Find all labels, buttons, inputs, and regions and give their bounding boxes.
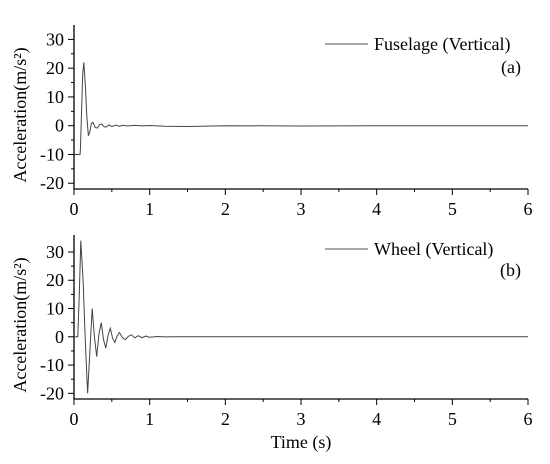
panel-1-xtick-label: 4 [372,199,381,219]
panel-1-series-line [74,62,528,155]
panel-1-ytick-label: -10 [40,144,64,164]
panel-2-xtick-label: 0 [70,409,79,429]
panel-2-y-axis-label: Acceleration(m/s²) [10,257,31,392]
panel-1-xtick-label: 1 [145,199,154,219]
panel-2-axes [73,235,528,400]
panel-2-ytick-label: 10 [46,299,64,319]
panel-2-xtick-label: 1 [145,409,154,429]
panel-1-ytick-label: 20 [46,58,64,78]
panel-2-x-axis-label: Time (s) [271,432,332,453]
panel-2-xtick-label: 2 [221,409,230,429]
panel-1-y-axis-label: Acceleration(m/s²) [10,47,31,182]
panel-2-xtick-label: 6 [524,409,533,429]
panel-2-ytick-label: 20 [46,270,64,290]
panel-1-ytick-label: 10 [46,87,64,107]
panel-2-ytick-label: -20 [40,383,64,403]
panel-1-xtick-label: 6 [524,199,533,219]
panel-2-label: (b) [500,260,521,281]
panel-2-series-line [74,240,528,394]
panel-2-xtick-label: 4 [372,409,381,429]
panel-1-ytick-label: 30 [46,29,64,49]
panel-2-legend-label: Wheel (Vertical) [374,239,493,260]
panel-1-ytick-label: 0 [55,116,64,136]
panel-2-ytick-label: 0 [55,327,64,347]
panel-1-ytick-label: -20 [40,173,64,193]
panel-1-xtick-label: 5 [448,199,457,219]
panel-2-xtick-label: 5 [448,409,457,429]
panel-1-xtick-label: 2 [221,199,230,219]
panel-2-ytick-label: -10 [40,355,64,375]
panel-2-ytick-label: 30 [46,242,64,262]
panel-1-legend-label: Fuselage (Vertical) [374,34,510,55]
panel-2-xtick-label: 3 [297,409,306,429]
panel-1-xtick-label: 0 [70,199,79,219]
panel-1-label: (a) [501,57,521,78]
panel-1-xtick-label: 3 [297,199,306,219]
